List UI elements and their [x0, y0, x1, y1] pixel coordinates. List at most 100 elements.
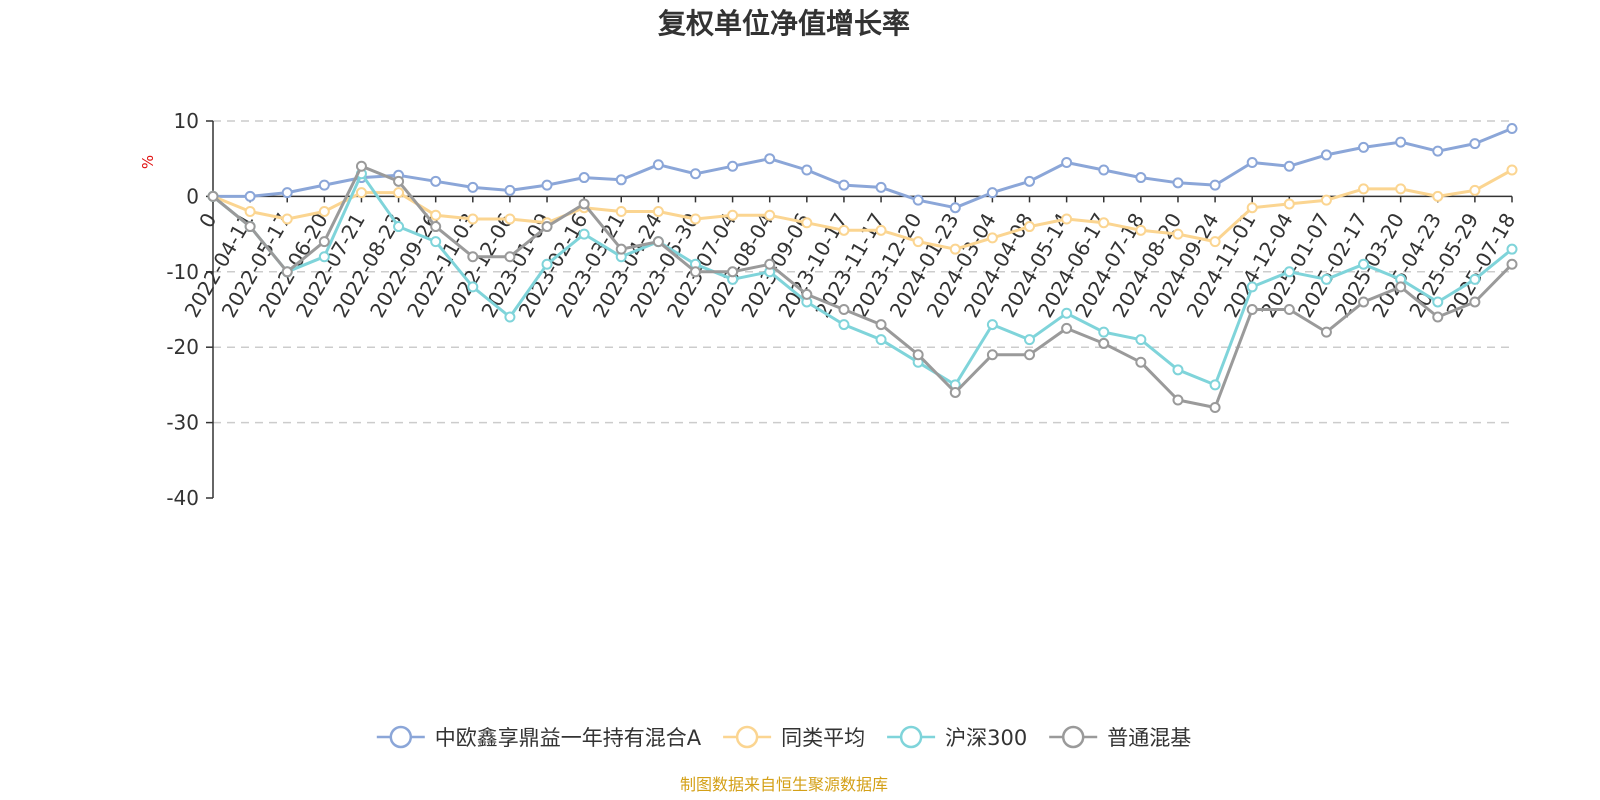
- data-point: [467, 181, 479, 193]
- data-point: [318, 251, 330, 263]
- legend-item-3[interactable]: 普通混基: [1049, 725, 1191, 750]
- data-point: [504, 184, 516, 196]
- data-point: [615, 243, 627, 255]
- chart-title: 复权单位净值增长率: [658, 7, 910, 40]
- y-tick-label: -20: [166, 335, 199, 359]
- data-point: [541, 221, 553, 233]
- data-point: [1469, 296, 1481, 308]
- series-line-3: [212, 164, 1514, 409]
- data-point: [1320, 273, 1332, 285]
- data-point: [912, 236, 924, 248]
- data-point: [1358, 296, 1370, 308]
- data-point: [986, 319, 998, 331]
- data-point: [393, 187, 405, 199]
- data-point: [801, 217, 813, 229]
- data-point: [986, 187, 998, 199]
- data-point: [1283, 160, 1295, 172]
- data-point: [281, 213, 293, 225]
- data-point: [541, 179, 553, 191]
- data-point: [1098, 326, 1110, 338]
- series-line-1: [212, 168, 1513, 251]
- data-point: [1469, 138, 1481, 150]
- data-point: [1209, 236, 1221, 248]
- data-point: [875, 224, 887, 236]
- data-point: [1061, 213, 1073, 225]
- data-point: [578, 172, 590, 184]
- data-point: [1246, 156, 1258, 168]
- data-point: [1061, 307, 1073, 319]
- data-point: [1395, 281, 1407, 293]
- data-point: [838, 224, 850, 236]
- data-point: [764, 209, 776, 221]
- data-point: [615, 174, 627, 186]
- data-point: [1469, 273, 1481, 285]
- data-point: [504, 311, 516, 323]
- legend-circle-icon: [1061, 725, 1085, 749]
- legend-item-2[interactable]: 沪深300: [887, 725, 1027, 750]
- data-point: [1098, 337, 1110, 349]
- data-point: [727, 160, 739, 172]
- data-point: [318, 236, 330, 248]
- data-point: [1172, 394, 1184, 406]
- data-point: [1432, 190, 1444, 202]
- data-point: [986, 349, 998, 361]
- y-axis-unit-label: %: [139, 155, 157, 169]
- data-point: [801, 164, 813, 176]
- data-point: [727, 266, 739, 278]
- data-point: [1209, 179, 1221, 191]
- data-point: [1024, 221, 1036, 233]
- data-point: [430, 175, 442, 187]
- data-point: [1135, 224, 1147, 236]
- y-tick-label: -30: [166, 411, 199, 435]
- data-point: [467, 251, 479, 263]
- series-lines: [207, 123, 1518, 414]
- data-point: [912, 349, 924, 361]
- data-point: [1246, 202, 1258, 214]
- data-point: [1098, 164, 1110, 176]
- data-point: [281, 187, 293, 199]
- data-point: [1358, 141, 1370, 153]
- data-source-note: 制图数据来自恒生聚源数据库: [680, 775, 888, 794]
- data-point: [1506, 123, 1518, 135]
- data-point: [430, 221, 442, 233]
- data-point: [838, 319, 850, 331]
- data-point: [578, 228, 590, 240]
- y-tick-label: -40: [166, 486, 199, 510]
- data-point: [912, 194, 924, 206]
- data-point: [1098, 217, 1110, 229]
- data-point: [1432, 296, 1444, 308]
- data-point: [541, 258, 553, 270]
- legend-item-0[interactable]: 中欧鑫享鼎益一年持有混合A: [376, 725, 702, 750]
- data-point: [838, 304, 850, 315]
- data-point: [689, 213, 701, 225]
- data-point: [689, 266, 701, 278]
- data-point: [652, 159, 664, 171]
- data-point: [1246, 281, 1258, 293]
- data-point: [1209, 402, 1221, 414]
- data-point: [1283, 266, 1295, 278]
- data-point: [1506, 243, 1518, 255]
- data-point: [504, 251, 516, 263]
- legend-label: 同类平均: [781, 726, 865, 750]
- data-point: [244, 221, 256, 233]
- data-point: [986, 232, 998, 244]
- data-point: [355, 187, 367, 199]
- data-point: [1024, 349, 1036, 361]
- x-tick-label: 0: [194, 209, 221, 232]
- legend-circle-icon: [389, 725, 413, 749]
- data-point: [764, 258, 776, 270]
- legend-item-1[interactable]: 同类平均: [723, 725, 865, 750]
- legend[interactable]: 中欧鑫享鼎益一年持有混合A 同类平均 沪深300 普通混基: [376, 725, 1191, 750]
- data-point: [318, 205, 330, 217]
- series-line-2: [212, 172, 1513, 387]
- data-point: [1172, 228, 1184, 240]
- data-point: [652, 236, 664, 248]
- data-point: [1432, 311, 1444, 323]
- data-point: [1358, 183, 1370, 195]
- data-point: [1209, 379, 1221, 391]
- data-point: [1135, 334, 1147, 346]
- data-point: [875, 181, 887, 193]
- data-point: [727, 209, 739, 221]
- data-point: [1172, 177, 1184, 189]
